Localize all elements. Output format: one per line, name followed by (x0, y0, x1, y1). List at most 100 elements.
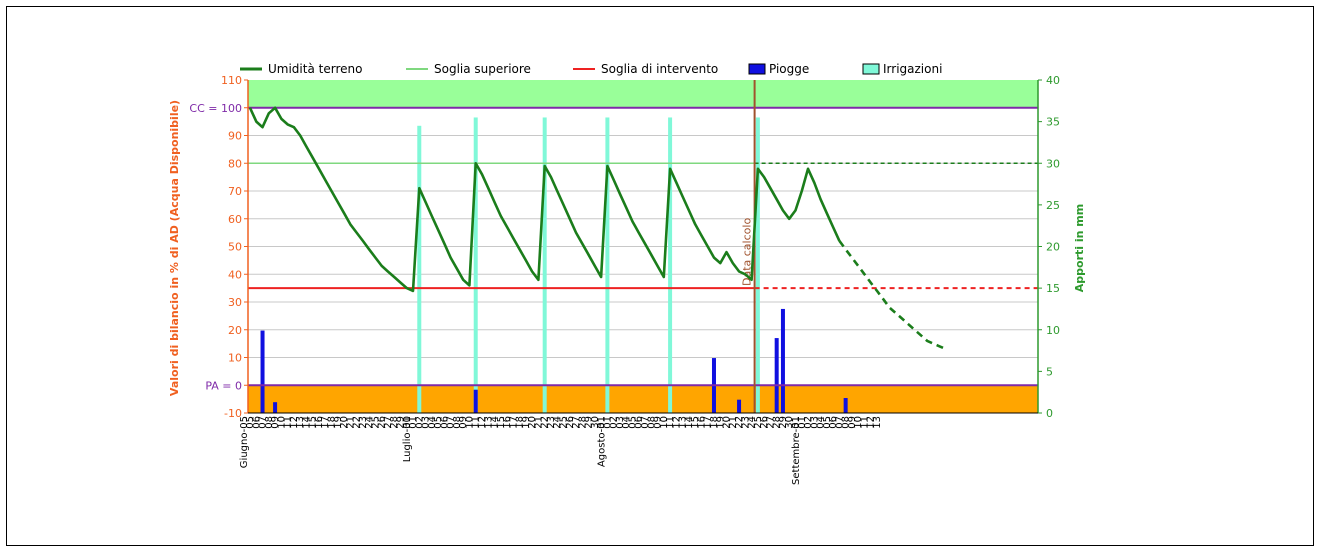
rain-bar (780, 308, 785, 413)
x-day-label: 10 (659, 416, 670, 429)
x-day-label: 23 (358, 416, 369, 429)
y-right-tick-label: 30 (1046, 157, 1060, 170)
x-month-label: Agosto-01 (596, 416, 607, 467)
y-axis-label-left: Valori di bilancio in % di AD (Acqua Dis… (168, 100, 181, 396)
x-day-label: 21 (728, 416, 739, 429)
y-left-tick-label: 110 (221, 74, 242, 87)
soil-moisture-forecast (838, 240, 947, 351)
x-day-label: 20 (339, 416, 350, 429)
y-left-tick-label: PA = 0 (205, 379, 242, 392)
x-day-label: 24 (747, 416, 758, 429)
x-day-label: 06 (828, 416, 839, 429)
x-day-label: 30 (784, 416, 795, 429)
irrigation-bar (605, 117, 610, 414)
x-day-label: 23 (740, 416, 751, 429)
soil-moisture-line (248, 106, 841, 293)
x-day-label: 18 (327, 416, 338, 429)
x-day-label: 16 (502, 416, 513, 429)
x-day-label: 12 (477, 416, 488, 429)
irrigation-bar (473, 117, 478, 414)
x-day-label: 25 (559, 416, 570, 429)
x-day-label: 08 (264, 416, 275, 429)
irrigation-bar (417, 125, 422, 413)
x-day-label: 19 (521, 416, 532, 429)
x-day-label: 03 (809, 416, 820, 429)
x-day-label: 13 (295, 416, 306, 429)
x-day-label: 06 (634, 416, 645, 429)
series-lines (248, 106, 947, 351)
x-day-label: 09 (653, 416, 664, 429)
x-day-label: 19 (333, 416, 344, 429)
x-day-label: 11 (665, 416, 676, 429)
x-day-label: 28 (389, 416, 400, 429)
x-day-label: 07 (446, 416, 457, 429)
x-day-label: 19 (715, 416, 726, 429)
grid (248, 135, 1038, 358)
bottom-band (248, 385, 1038, 413)
x-day-label: 05 (628, 416, 639, 429)
x-day-label: 17 (703, 416, 714, 429)
x-day-label: 03 (615, 416, 626, 429)
x-day-label: 10 (853, 416, 864, 429)
x-day-label: 28 (772, 416, 783, 429)
calc-date-label: Data calcolo (741, 218, 754, 286)
x-day-label: 24 (552, 416, 563, 429)
x-day-label: 31 (791, 416, 802, 429)
x-day-label: 22 (352, 416, 363, 429)
x-day-label: 27 (383, 416, 394, 429)
x-day-label: 21 (533, 416, 544, 429)
x-day-label: 05 (245, 416, 256, 429)
x-day-label: 07 (258, 416, 269, 429)
irrigation-bar (542, 117, 547, 414)
x-day-label: 09 (847, 416, 858, 429)
x-day-label: 15 (496, 416, 507, 429)
x-day-label: 14 (684, 416, 695, 429)
rain-bar (843, 398, 848, 413)
x-day-label: 01 (602, 416, 613, 429)
x-day-label: 09 (270, 416, 281, 429)
y-right-tick-label: 35 (1046, 116, 1060, 129)
x-day-label: 13 (678, 416, 689, 429)
x-day-label: 27 (765, 416, 776, 429)
x-month-label: Settembre-01 (791, 416, 802, 485)
x-day-label: 02 (414, 416, 425, 429)
x-day-label: 03 (421, 416, 432, 429)
x-day-label: 27 (571, 416, 582, 429)
top-band (248, 80, 1038, 108)
y-right-tick-label: 0 (1046, 407, 1053, 420)
rain-bar (260, 330, 265, 413)
x-day-label: 13 (483, 416, 494, 429)
x-day-label: 08 (646, 416, 657, 429)
x-day-label: 11 (283, 416, 294, 429)
legend-label: Soglia di intervento (601, 62, 718, 76)
x-day-label: 01 (408, 416, 419, 429)
irrigation-bars (417, 117, 760, 414)
x-day-label: 29 (778, 416, 789, 429)
x-day-label: 06 (439, 416, 450, 429)
x-day-label: 05 (822, 416, 833, 429)
x-day-label: 29 (396, 416, 407, 429)
y-left-tick-label: 80 (228, 157, 242, 170)
x-day-label: 23 (546, 416, 557, 429)
legend: Umidità terreno Soglia superiore Soglia di… (240, 62, 942, 76)
x-day-label: 17 (320, 416, 331, 429)
x-day-label: 31 (596, 416, 607, 429)
x-day-label: 30 (590, 416, 601, 429)
x-month-label: Luglio-01 (402, 416, 413, 462)
x-day-label: 22 (734, 416, 745, 429)
irrigation-bar (668, 117, 673, 414)
x-day-label: 26 (377, 416, 388, 429)
x-day-label: 04 (621, 416, 632, 429)
y-right-tick-label: 20 (1046, 241, 1060, 254)
x-day-label: 20 (527, 416, 538, 429)
x-day-label: 18 (709, 416, 720, 429)
x-day-label: 10 (464, 416, 475, 429)
y-left-tick-label: 50 (228, 241, 242, 254)
x-day-label: 10 (276, 416, 287, 429)
x-day-label: 06 (251, 416, 262, 429)
legend-label: Piogge (769, 62, 809, 76)
y-left-tick-label: CC = 100 (189, 102, 242, 115)
x-day-label: 11 (860, 416, 871, 429)
